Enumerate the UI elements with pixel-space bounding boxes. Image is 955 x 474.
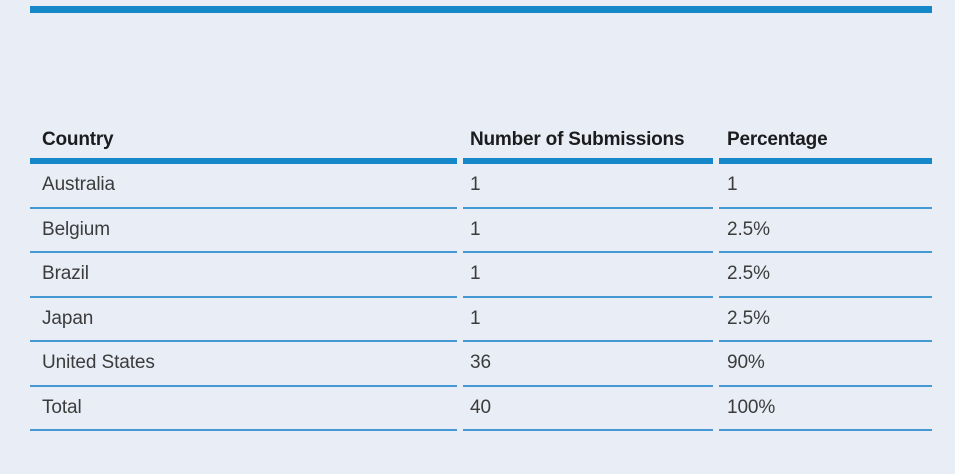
cell-country: Japan xyxy=(30,298,457,342)
cell-percentage: 2.5% xyxy=(719,209,932,253)
cell-submissions: 36 xyxy=(463,342,713,387)
column-header-country: Country xyxy=(30,116,457,164)
header-row: Country Number of Submissions Percentage xyxy=(30,116,932,164)
table-row: Japan 1 2.5% xyxy=(30,298,932,342)
table-row: United States 36 90% xyxy=(30,342,932,387)
cell-percentage: 90% xyxy=(719,342,932,387)
cell-submissions: 1 xyxy=(463,209,713,253)
cell-country: United States xyxy=(30,342,457,387)
cell-percentage: 2.5% xyxy=(719,253,932,298)
cell-country: Total xyxy=(30,387,457,431)
table-row: Brazil 1 2.5% xyxy=(30,253,932,298)
column-header-submissions: Number of Submissions xyxy=(463,116,713,164)
table-row: Belgium 1 2.5% xyxy=(30,209,932,253)
column-header-percentage: Percentage xyxy=(719,116,932,164)
cell-submissions: 40 xyxy=(463,387,713,431)
cell-percentage: 100% xyxy=(719,387,932,431)
cell-submissions: 1 xyxy=(463,298,713,342)
cell-percentage: 1 xyxy=(719,164,932,209)
table-top-accent-bar xyxy=(30,6,932,13)
cell-country: Belgium xyxy=(30,209,457,253)
table-row-total: Total 40 100% xyxy=(30,387,932,431)
cell-submissions: 1 xyxy=(463,164,713,209)
cell-country: Brazil xyxy=(30,253,457,298)
cell-percentage: 2.5% xyxy=(719,298,932,342)
cell-country: Australia xyxy=(30,164,457,209)
cell-submissions: 1 xyxy=(463,253,713,298)
table-row: Australia 1 1 xyxy=(30,164,932,209)
submissions-table: Country Number of Submissions Percentage… xyxy=(24,116,938,431)
